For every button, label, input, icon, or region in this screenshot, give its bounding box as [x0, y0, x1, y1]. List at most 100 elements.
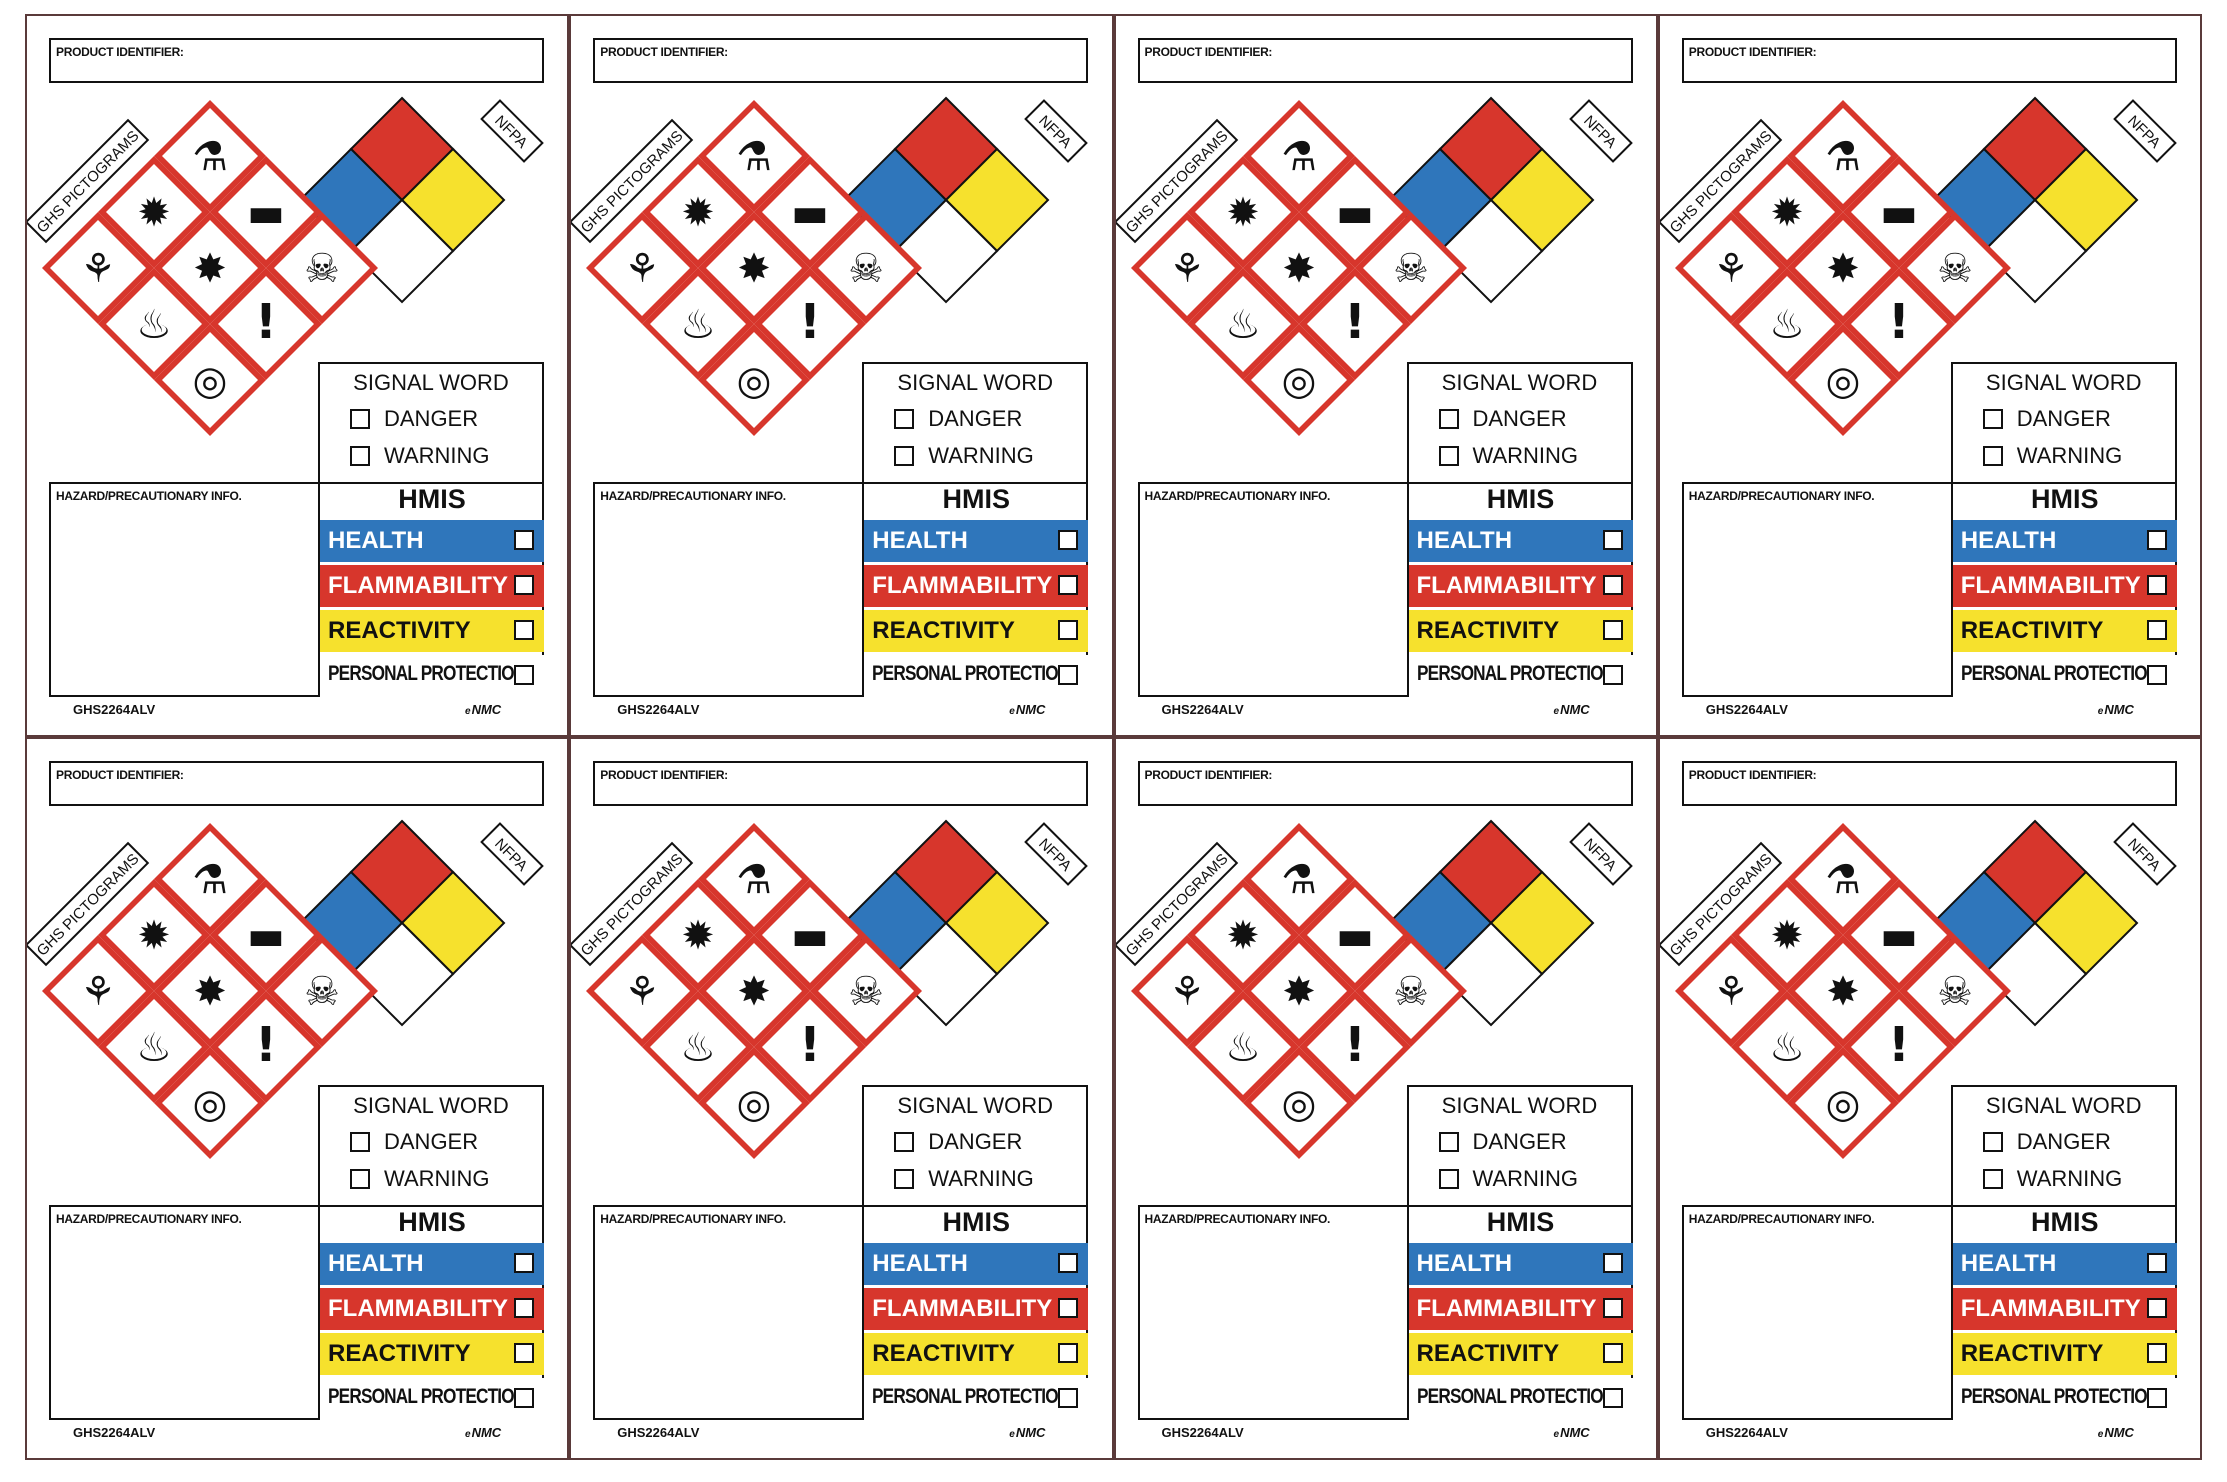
svg-text:!: !	[1888, 1017, 1910, 1073]
health-checkbox[interactable]	[514, 530, 534, 550]
ghs-label: GHS PICTOGRAMS NFPA ⚗ ✹ ▬ ⚘ ✸ ☠ ♨! ◎ PRODUCT ID…	[25, 14, 570, 737]
reactivity-checkbox[interactable]	[1058, 1343, 1079, 1363]
warning-checkbox[interactable]	[1438, 1169, 1459, 1189]
svg-text:!: !	[1344, 294, 1366, 350]
warning-option[interactable]: WARNING	[350, 443, 490, 469]
flammability-checkbox[interactable]	[1602, 575, 1623, 595]
warning-checkbox[interactable]	[1982, 446, 2003, 466]
danger-checkbox[interactable]	[894, 1132, 915, 1152]
personal-protection-checkbox[interactable]	[1602, 1388, 1623, 1408]
svg-text:♨: ♨	[136, 1025, 172, 1071]
flammability-checkbox[interactable]	[514, 1298, 534, 1318]
product-identifier-field[interactable]: PRODUCT IDENTIFIER:	[49, 761, 544, 806]
warning-option[interactable]: WARNING	[1438, 1166, 1578, 1192]
warning-option[interactable]: WARNING	[350, 1166, 490, 1192]
warning-option[interactable]: WARNING	[1438, 443, 1578, 469]
product-identifier-field[interactable]: PRODUCT IDENTIFIER:	[1137, 38, 1633, 83]
personal-protection-checkbox[interactable]	[1058, 665, 1079, 685]
danger-option[interactable]: DANGER	[1438, 406, 1567, 432]
brand-logo: eNMC	[1553, 702, 1590, 717]
label-sheet: GHS PICTOGRAMS NFPA ⚗ ✹ ▬ ⚘ ✸ ☠ ♨! ◎ PRODUCT ID…	[25, 14, 2202, 1460]
warning-checkbox[interactable]	[1982, 1169, 2003, 1189]
health-checkbox[interactable]	[1058, 1253, 1079, 1273]
health-checkbox[interactable]	[1602, 1253, 1623, 1273]
warning-option[interactable]: WARNING	[894, 1166, 1034, 1192]
health-checkbox[interactable]	[2146, 530, 2167, 550]
reactivity-checkbox[interactable]	[514, 620, 534, 640]
warning-checkbox[interactable]	[894, 1169, 915, 1189]
reactivity-checkbox[interactable]	[1602, 620, 1623, 640]
svg-text:☠: ☠	[848, 969, 884, 1015]
ghs-label: GHS PICTOGRAMS NFPA ⚗ ✹ ▬ ⚘ ✸ ☠ ♨! ◎ PRODUCT ID…	[569, 14, 1114, 737]
warning-checkbox[interactable]	[350, 1169, 370, 1189]
flame-over-circle-icon: ◎	[698, 1047, 811, 1159]
svg-text:⚗: ⚗	[736, 857, 772, 903]
danger-option[interactable]: DANGER	[1982, 1129, 2111, 1155]
svg-text:✹: ✹	[1226, 913, 1260, 959]
label-artwork: GHS PICTOGRAMS NFPA ⚗✹ ▬⚘ ✸ ☠♨ !◎	[1659, 96, 2177, 436]
health-checkbox[interactable]	[2146, 1253, 2167, 1273]
product-identifier-field[interactable]: PRODUCT IDENTIFIER:	[49, 38, 544, 83]
flammability-checkbox[interactable]	[1058, 1298, 1079, 1318]
flame-over-circle-icon: ◎	[154, 324, 266, 436]
hmis-reactivity-row: REACTIVITY	[1952, 610, 2177, 652]
personal-protection-checkbox[interactable]	[514, 1388, 534, 1408]
signal-word-box: SIGNAL WORD DANGER WARNING	[1950, 1085, 2177, 1207]
warning-option[interactable]: WARNING	[1982, 1166, 2122, 1192]
flammability-checkbox[interactable]	[2146, 1298, 2167, 1318]
svg-text:☠: ☠	[1937, 969, 1973, 1015]
hmis-reactivity-row: REACTIVITY	[1408, 610, 1633, 652]
flammability-checkbox[interactable]	[514, 575, 534, 595]
nfpa-tag: NFPA	[1568, 99, 1633, 163]
warning-checkbox[interactable]	[350, 446, 370, 466]
flammability-checkbox[interactable]	[1058, 575, 1079, 595]
signal-word-title: SIGNAL WORD	[353, 1093, 509, 1118]
danger-checkbox[interactable]	[350, 1132, 370, 1152]
danger-option[interactable]: DANGER	[894, 1129, 1022, 1155]
ghs-label: GHS PICTOGRAMS NFPA ⚗ ✹ ▬ ⚘ ✸ ☠ ♨! ◎ PRODUCT ID…	[25, 737, 570, 1460]
danger-option[interactable]: DANGER	[1982, 406, 2111, 432]
product-identifier-field[interactable]: PRODUCT IDENTIFIER:	[1137, 761, 1633, 806]
svg-text:✹: ✹	[1770, 913, 1804, 959]
danger-checkbox[interactable]	[1982, 1132, 2003, 1152]
reactivity-checkbox[interactable]	[514, 1343, 534, 1363]
danger-option[interactable]: DANGER	[350, 406, 478, 432]
personal-protection-checkbox[interactable]	[2146, 1388, 2167, 1408]
personal-protection-checkbox[interactable]	[1058, 1388, 1079, 1408]
danger-checkbox[interactable]	[894, 409, 915, 429]
personal-protection-checkbox[interactable]	[1602, 665, 1623, 685]
warning-checkbox[interactable]	[894, 446, 915, 466]
warning-checkbox[interactable]	[1438, 446, 1459, 466]
danger-checkbox[interactable]	[1438, 1132, 1459, 1152]
personal-protection-checkbox[interactable]	[514, 665, 534, 685]
health-checkbox[interactable]	[1058, 530, 1079, 550]
brand-logo: eNMC	[465, 1425, 502, 1440]
flammability-checkbox[interactable]	[1602, 1298, 1623, 1318]
danger-checkbox[interactable]	[350, 409, 370, 429]
health-checkbox[interactable]	[514, 1253, 534, 1273]
product-identifier-field[interactable]: PRODUCT IDENTIFIER:	[593, 38, 1089, 83]
danger-option[interactable]: DANGER	[894, 406, 1022, 432]
health-checkbox[interactable]	[1602, 530, 1623, 550]
svg-text:⚘: ⚘	[1713, 969, 1749, 1015]
svg-text:▬: ▬	[1336, 190, 1374, 236]
personal-protection-checkbox[interactable]	[2146, 665, 2167, 685]
svg-text:◎: ◎	[737, 1081, 772, 1127]
warning-option[interactable]: WARNING	[894, 443, 1034, 469]
nfpa-white-quadrant	[1438, 921, 1543, 1027]
warning-option[interactable]: WARNING	[1982, 443, 2122, 469]
reactivity-checkbox[interactable]	[1602, 1343, 1623, 1363]
svg-text:⚗: ⚗	[1825, 134, 1861, 180]
product-identifier-field[interactable]: PRODUCT IDENTIFIER:	[593, 761, 1089, 806]
danger-option[interactable]: DANGER	[1438, 1129, 1567, 1155]
danger-option[interactable]: DANGER	[350, 1129, 478, 1155]
product-identifier-field[interactable]: PRODUCT IDENTIFIER:	[1681, 761, 2177, 806]
reactivity-checkbox[interactable]	[2146, 1343, 2167, 1363]
reactivity-checkbox[interactable]	[1058, 620, 1079, 640]
danger-checkbox[interactable]	[1438, 409, 1459, 429]
product-identifier-field[interactable]: PRODUCT IDENTIFIER:	[1681, 38, 2177, 83]
flammability-checkbox[interactable]	[2146, 575, 2167, 595]
hmis-flammability-row: FLAMMABILITY	[320, 1288, 544, 1330]
reactivity-checkbox[interactable]	[2146, 620, 2167, 640]
danger-checkbox[interactable]	[1982, 409, 2003, 429]
